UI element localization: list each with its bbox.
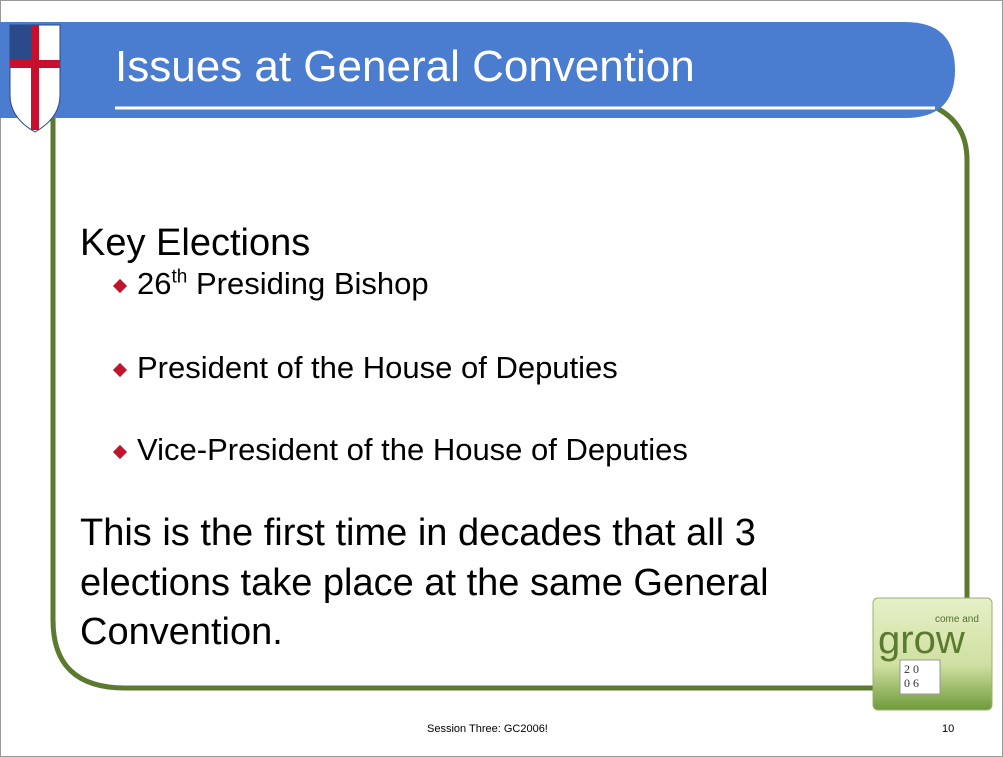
footer-text: Session Three: GC2006!: [427, 723, 548, 735]
paragraph-line: This is the first time in decades that a…: [80, 512, 756, 555]
bullet: President of the House of Deputies: [115, 350, 618, 386]
slide-title: Issues at General Convention: [115, 42, 695, 92]
logo-big: grow: [878, 618, 965, 663]
bullet-suffix: th: [171, 267, 187, 288]
logo-digit: 0: [904, 676, 910, 690]
slide: Issues at General Convention Key Electio…: [0, 0, 1003, 757]
shield-cross: [31, 25, 39, 130]
shield-cross: [10, 60, 60, 68]
slide-number: 10: [942, 723, 954, 735]
shield-canton: [10, 25, 31, 60]
logo-digit: 2: [904, 662, 910, 676]
frame-line: [930, 105, 967, 660]
bullet-text: Presiding Bishop: [196, 266, 429, 301]
bullet: 26th Presiding Bishop: [115, 266, 429, 302]
logo-digit: 0: [913, 662, 919, 676]
bullet-number: 26: [137, 266, 171, 301]
paragraph-line: Convention.: [80, 611, 283, 654]
bullet-text: Vice-President of the House of Deputies: [137, 432, 688, 467]
logo-digit: 6: [913, 676, 919, 690]
bullet: Vice-President of the House of Deputies: [115, 432, 688, 468]
bullet-text: President of the House of Deputies: [137, 350, 618, 385]
paragraph-line: elections take place at the same General: [80, 562, 769, 605]
heading: Key Elections: [80, 222, 310, 265]
